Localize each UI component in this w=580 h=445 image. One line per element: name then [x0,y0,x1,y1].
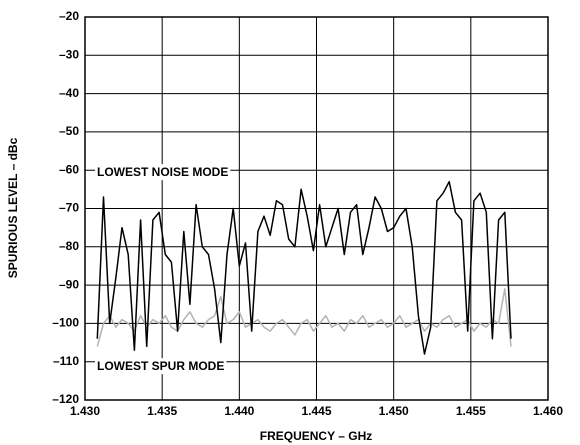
y-tick-label: –30 [59,47,79,61]
x-tick-label: 1.460 [533,404,563,418]
y-tick-label: –40 [59,86,79,100]
x-tick-label: 1.430 [70,404,100,418]
annotation-background [95,358,227,375]
y-tick-label: –110 [53,354,79,368]
y-tick-label: –80 [59,239,79,253]
series-line [96,288,512,347]
y-axis-label: SPURIOUS LEVEL – dBc [6,137,20,278]
y-tick-label: –100 [52,316,79,330]
annotation-background [95,164,231,181]
y-tick-label: –20 [59,9,79,23]
annotation: LOWEST SPUR MODE [97,359,224,373]
x-tick-label: 1.445 [301,404,331,418]
annotation: LOWEST NOISE MODE [97,165,228,179]
y-tick-label: –50 [59,124,79,138]
x-tick-label: 1.455 [456,404,486,418]
x-tick-label: 1.440 [224,404,254,418]
y-tick-label: –60 [59,162,79,176]
x-tick-label: 1.450 [379,404,409,418]
y-tick-label: –70 [59,201,79,215]
plot-frame [84,16,549,401]
y-tick-label: –90 [59,277,79,291]
series-line [96,180,512,355]
x-tick-label: 1.435 [147,404,177,418]
x-axis-label: FREQUENCY – GHz [260,429,372,443]
y-tick-label: –120 [52,392,79,406]
